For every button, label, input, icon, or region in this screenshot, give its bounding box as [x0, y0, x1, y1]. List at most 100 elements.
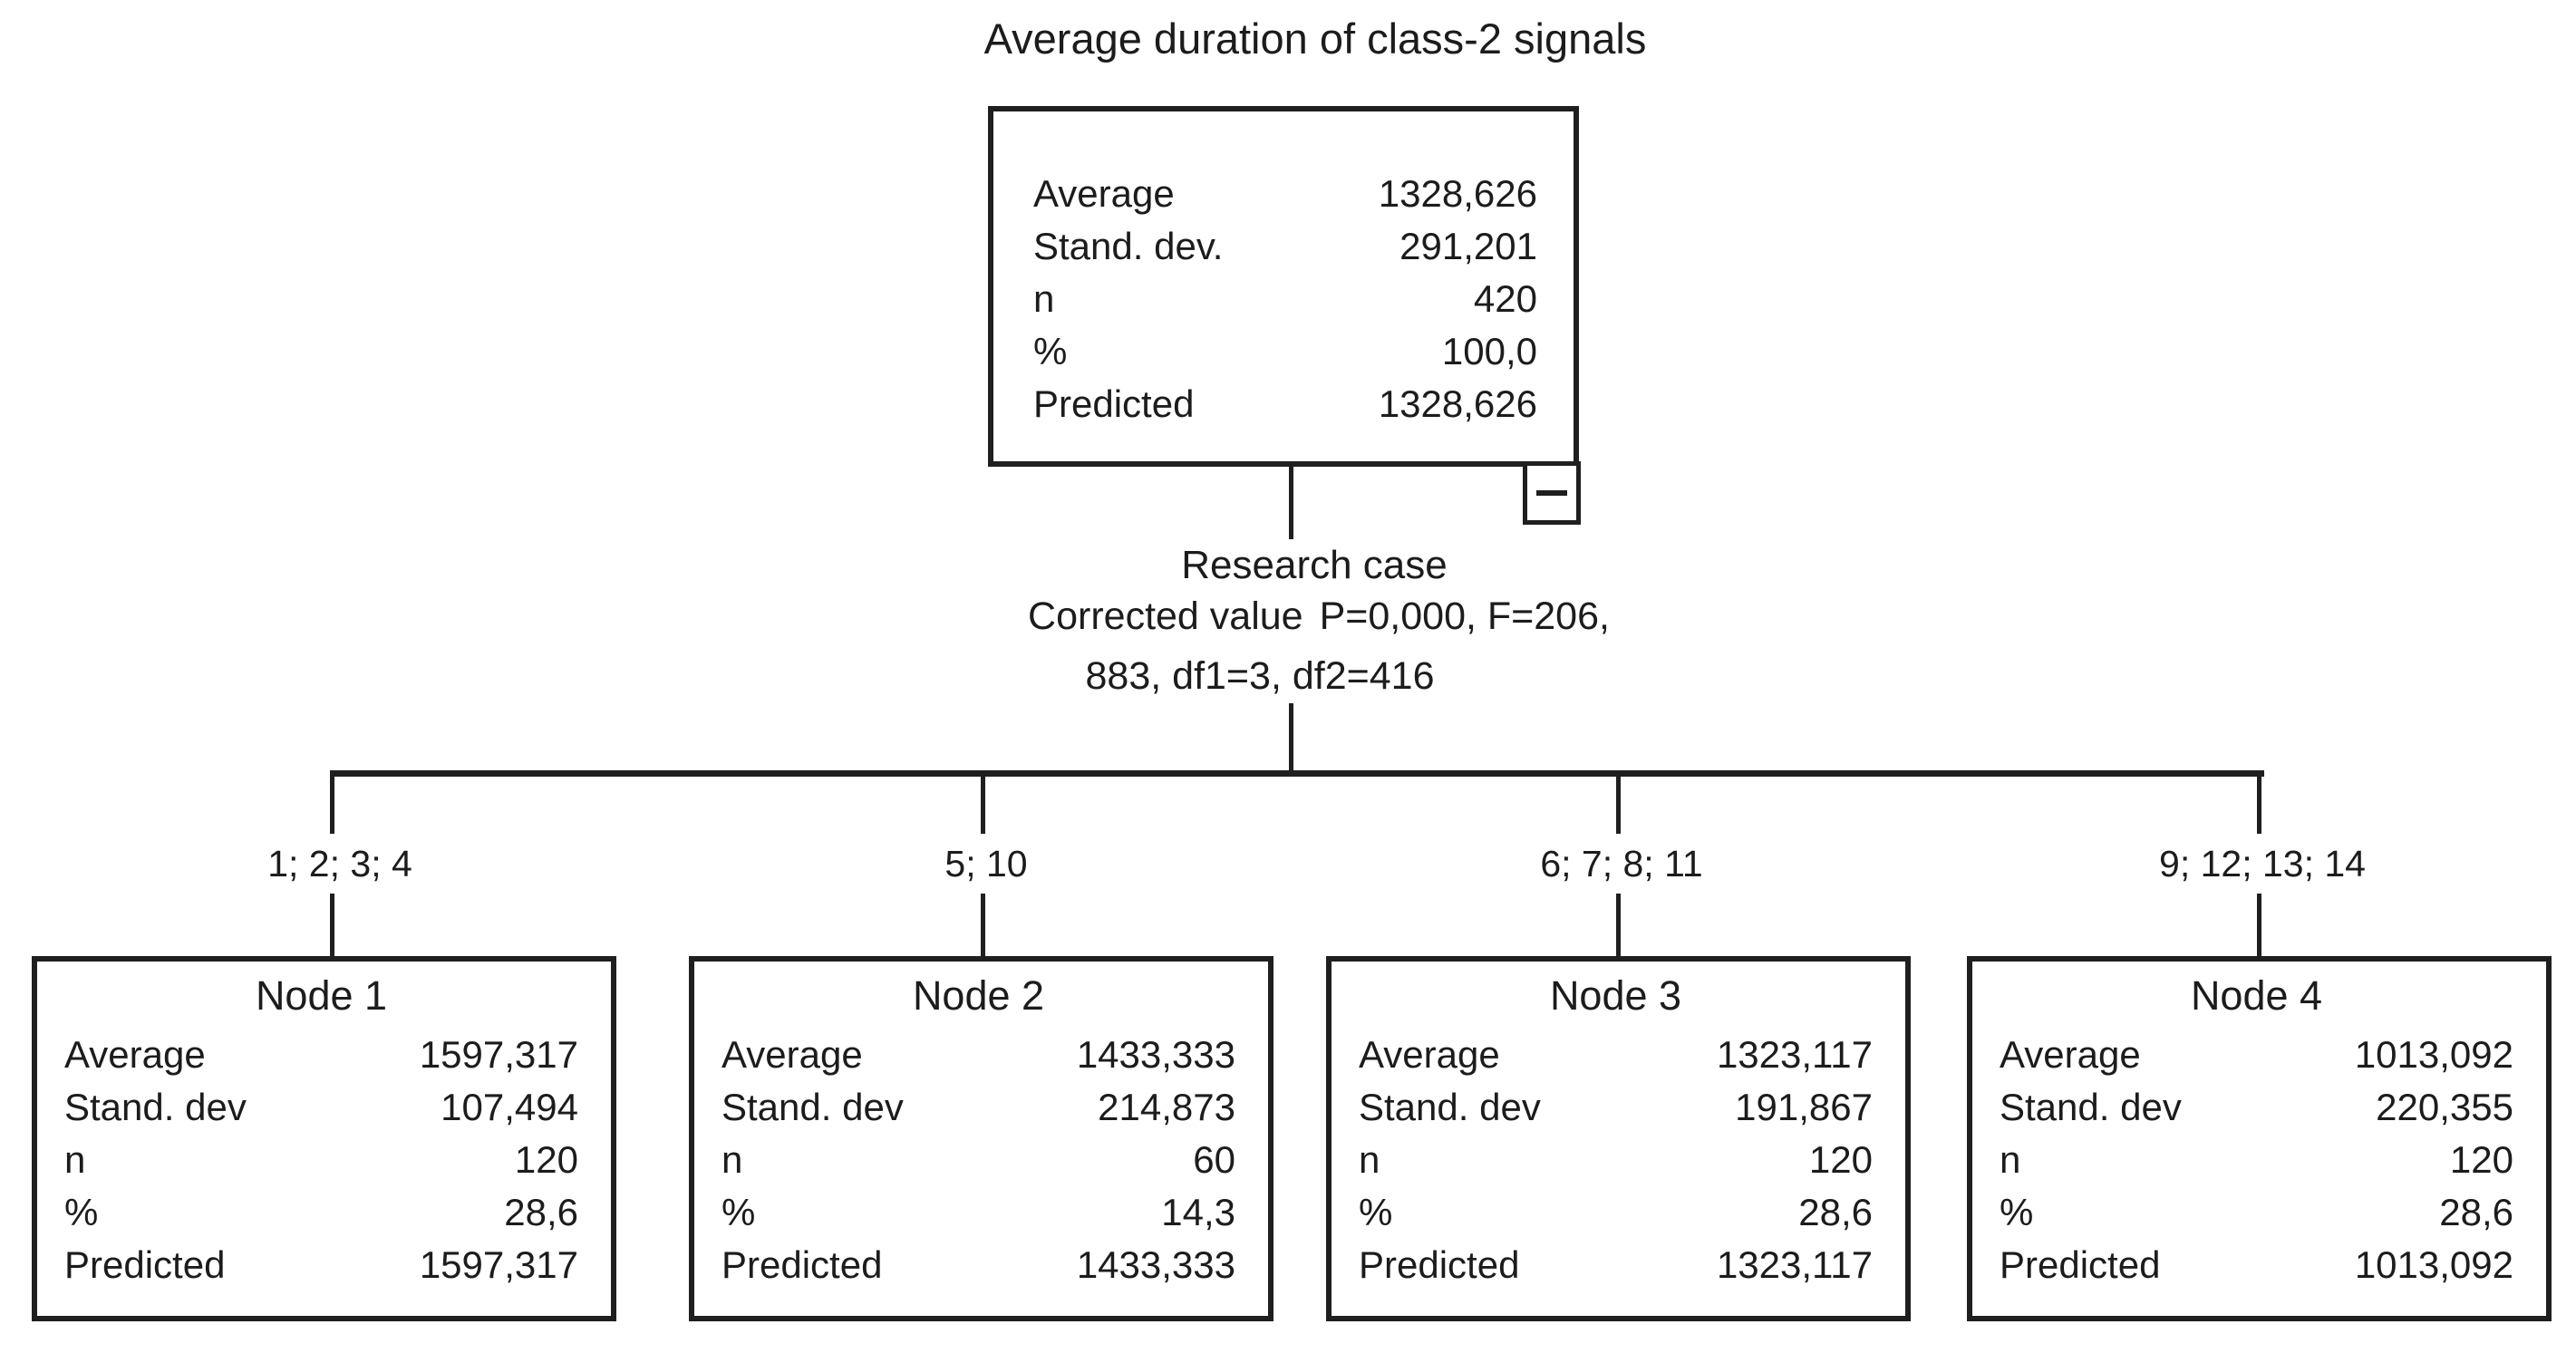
- stat-row: Average 1323,117: [1359, 1029, 1873, 1081]
- stat-row: Predicted 1433,333: [721, 1239, 1235, 1291]
- stat-row: n 120: [2000, 1134, 2513, 1186]
- split-test-line: Corrected value P=0,000, F=206,: [1028, 593, 1610, 640]
- stat-label: n: [64, 1138, 86, 1181]
- child-node-box-1: Node 1 Average 1597,317 Stand. dev 107,4…: [32, 956, 616, 1321]
- stat-row: Average 1013,092: [2000, 1029, 2513, 1081]
- stat-value: 120: [1808, 1138, 1873, 1181]
- stat-label: %: [64, 1191, 99, 1233]
- stat-label: Stand. dev.: [1033, 225, 1224, 267]
- stat-label: n: [1033, 277, 1055, 320]
- stat-value: 1323,117: [1716, 1033, 1873, 1076]
- stat-label: Stand. dev: [64, 1086, 247, 1128]
- minus-icon: [1536, 490, 1567, 496]
- split-test-stats-continued: 883, df1=3, df2=416: [1085, 654, 1435, 698]
- stat-label: %: [2000, 1191, 2034, 1233]
- stat-label: Predicted: [2000, 1243, 2161, 1286]
- stat-row: % 14,3: [721, 1186, 1235, 1239]
- collapse-node-button[interactable]: [1523, 461, 1581, 525]
- stat-label: Predicted: [64, 1243, 226, 1286]
- stat-value: 1328,626: [1378, 172, 1537, 215]
- split-variable-label: Research case: [1181, 543, 1448, 587]
- stat-row: Average 1597,317: [64, 1029, 578, 1081]
- stat-row: Predicted 1013,092: [2000, 1239, 2513, 1291]
- stat-value: 220,355: [2376, 1086, 2513, 1128]
- stat-row: % 28,6: [64, 1186, 578, 1239]
- stat-label: Stand. dev: [721, 1086, 904, 1128]
- branch-values-label: 9; 12; 13; 14: [2146, 834, 2378, 894]
- stat-row: n 60: [721, 1134, 1235, 1186]
- connector-root-vertical: [1289, 467, 1293, 539]
- branch-values-label: 1; 2; 3; 4: [255, 834, 425, 894]
- stat-value: 28,6: [1798, 1191, 1873, 1233]
- branch-values-label: 6; 7; 8; 11: [1527, 834, 1716, 894]
- root-node-box: Average 1328,626 Stand. dev. 291,201 n 4…: [988, 106, 1579, 467]
- stat-row: Stand. dev 191,867: [1359, 1081, 1873, 1134]
- stat-label: n: [721, 1138, 743, 1181]
- child-node-box-3: Node 3 Average 1323,117 Stand. dev 191,8…: [1326, 956, 1911, 1321]
- stat-label: Average: [64, 1033, 206, 1076]
- stat-value: 1013,092: [2354, 1033, 2513, 1076]
- stat-row: n 120: [64, 1134, 578, 1186]
- stat-row: Stand. dev. 291,201: [1033, 220, 1537, 273]
- stat-label: Average: [1033, 172, 1175, 215]
- child-node-box-2: Node 2 Average 1433,333 Stand. dev 214,8…: [689, 956, 1273, 1321]
- stat-label: Predicted: [721, 1243, 883, 1286]
- stat-row: Stand. dev 107,494: [64, 1081, 578, 1134]
- stat-value: 420: [1473, 277, 1537, 320]
- stat-value: 1328,626: [1378, 382, 1537, 425]
- split-test-stats: P=0,000, F=206,: [1319, 594, 1610, 638]
- stat-label: %: [721, 1191, 756, 1233]
- node-title: Node 2: [912, 972, 1045, 1019]
- stat-row: n 420: [1033, 273, 1537, 325]
- stat-row: Predicted 1328,626: [1033, 378, 1537, 430]
- stat-value: 14,3: [1161, 1191, 1235, 1233]
- stat-row: % 100,0: [1033, 325, 1537, 378]
- stat-label: Stand. dev: [2000, 1086, 2182, 1128]
- stat-value: 1433,333: [1076, 1033, 1235, 1076]
- stat-row: Predicted 1597,317: [64, 1239, 578, 1291]
- stat-label: n: [1359, 1138, 1380, 1181]
- branch-values-label: 5; 10: [932, 834, 1041, 894]
- stat-value: 191,867: [1735, 1086, 1873, 1128]
- stat-label: Predicted: [1359, 1243, 1520, 1286]
- stat-value: 291,201: [1399, 225, 1537, 267]
- connector-split-vertical: [1289, 703, 1293, 773]
- stat-label: %: [1359, 1191, 1393, 1233]
- stat-row: n 120: [1359, 1134, 1873, 1186]
- stat-row: Stand. dev 214,873: [721, 1081, 1235, 1134]
- stat-value: 28,6: [2439, 1191, 2513, 1233]
- child-node-box-4: Node 4 Average 1013,092 Stand. dev 220,3…: [1967, 956, 2552, 1321]
- stat-label: n: [2000, 1138, 2021, 1181]
- stat-label: Average: [721, 1033, 863, 1076]
- stat-value: 214,873: [1098, 1086, 1235, 1128]
- stat-row: Average 1328,626: [1033, 168, 1537, 220]
- stat-label: Average: [1359, 1033, 1500, 1076]
- node-title: Node 4: [2190, 972, 2323, 1019]
- stat-value: 1433,333: [1076, 1243, 1235, 1286]
- stat-label: Stand. dev: [1359, 1086, 1541, 1128]
- node-title: Node 1: [255, 972, 388, 1019]
- stat-label: Average: [2000, 1033, 2141, 1076]
- stat-value: 28,6: [504, 1191, 578, 1233]
- stat-value: 100,0: [1441, 330, 1537, 372]
- stat-row: Stand. dev 220,355: [2000, 1081, 2513, 1134]
- stat-value: 120: [2449, 1138, 2513, 1181]
- stat-value: 1013,092: [2354, 1243, 2513, 1286]
- stat-value: 120: [514, 1138, 578, 1181]
- stat-value: 1597,317: [419, 1243, 578, 1286]
- node-title: Node 3: [1549, 972, 1682, 1019]
- stat-value: 1597,317: [419, 1033, 578, 1076]
- stat-row: Average 1433,333: [721, 1029, 1235, 1081]
- stat-value: 1323,117: [1716, 1243, 1873, 1286]
- stat-label: Predicted: [1033, 382, 1195, 425]
- split-test-label: Corrected value: [1028, 594, 1303, 638]
- stat-row: % 28,6: [1359, 1186, 1873, 1239]
- stat-value: 60: [1193, 1138, 1235, 1181]
- stat-row: Predicted 1323,117: [1359, 1239, 1873, 1291]
- stat-value: 107,494: [441, 1086, 578, 1128]
- stat-label: %: [1033, 330, 1068, 372]
- stat-row: % 28,6: [2000, 1186, 2513, 1239]
- page-title: Average duration of class-2 signals: [983, 14, 1647, 63]
- connector-horizontal-rail: [330, 770, 2264, 777]
